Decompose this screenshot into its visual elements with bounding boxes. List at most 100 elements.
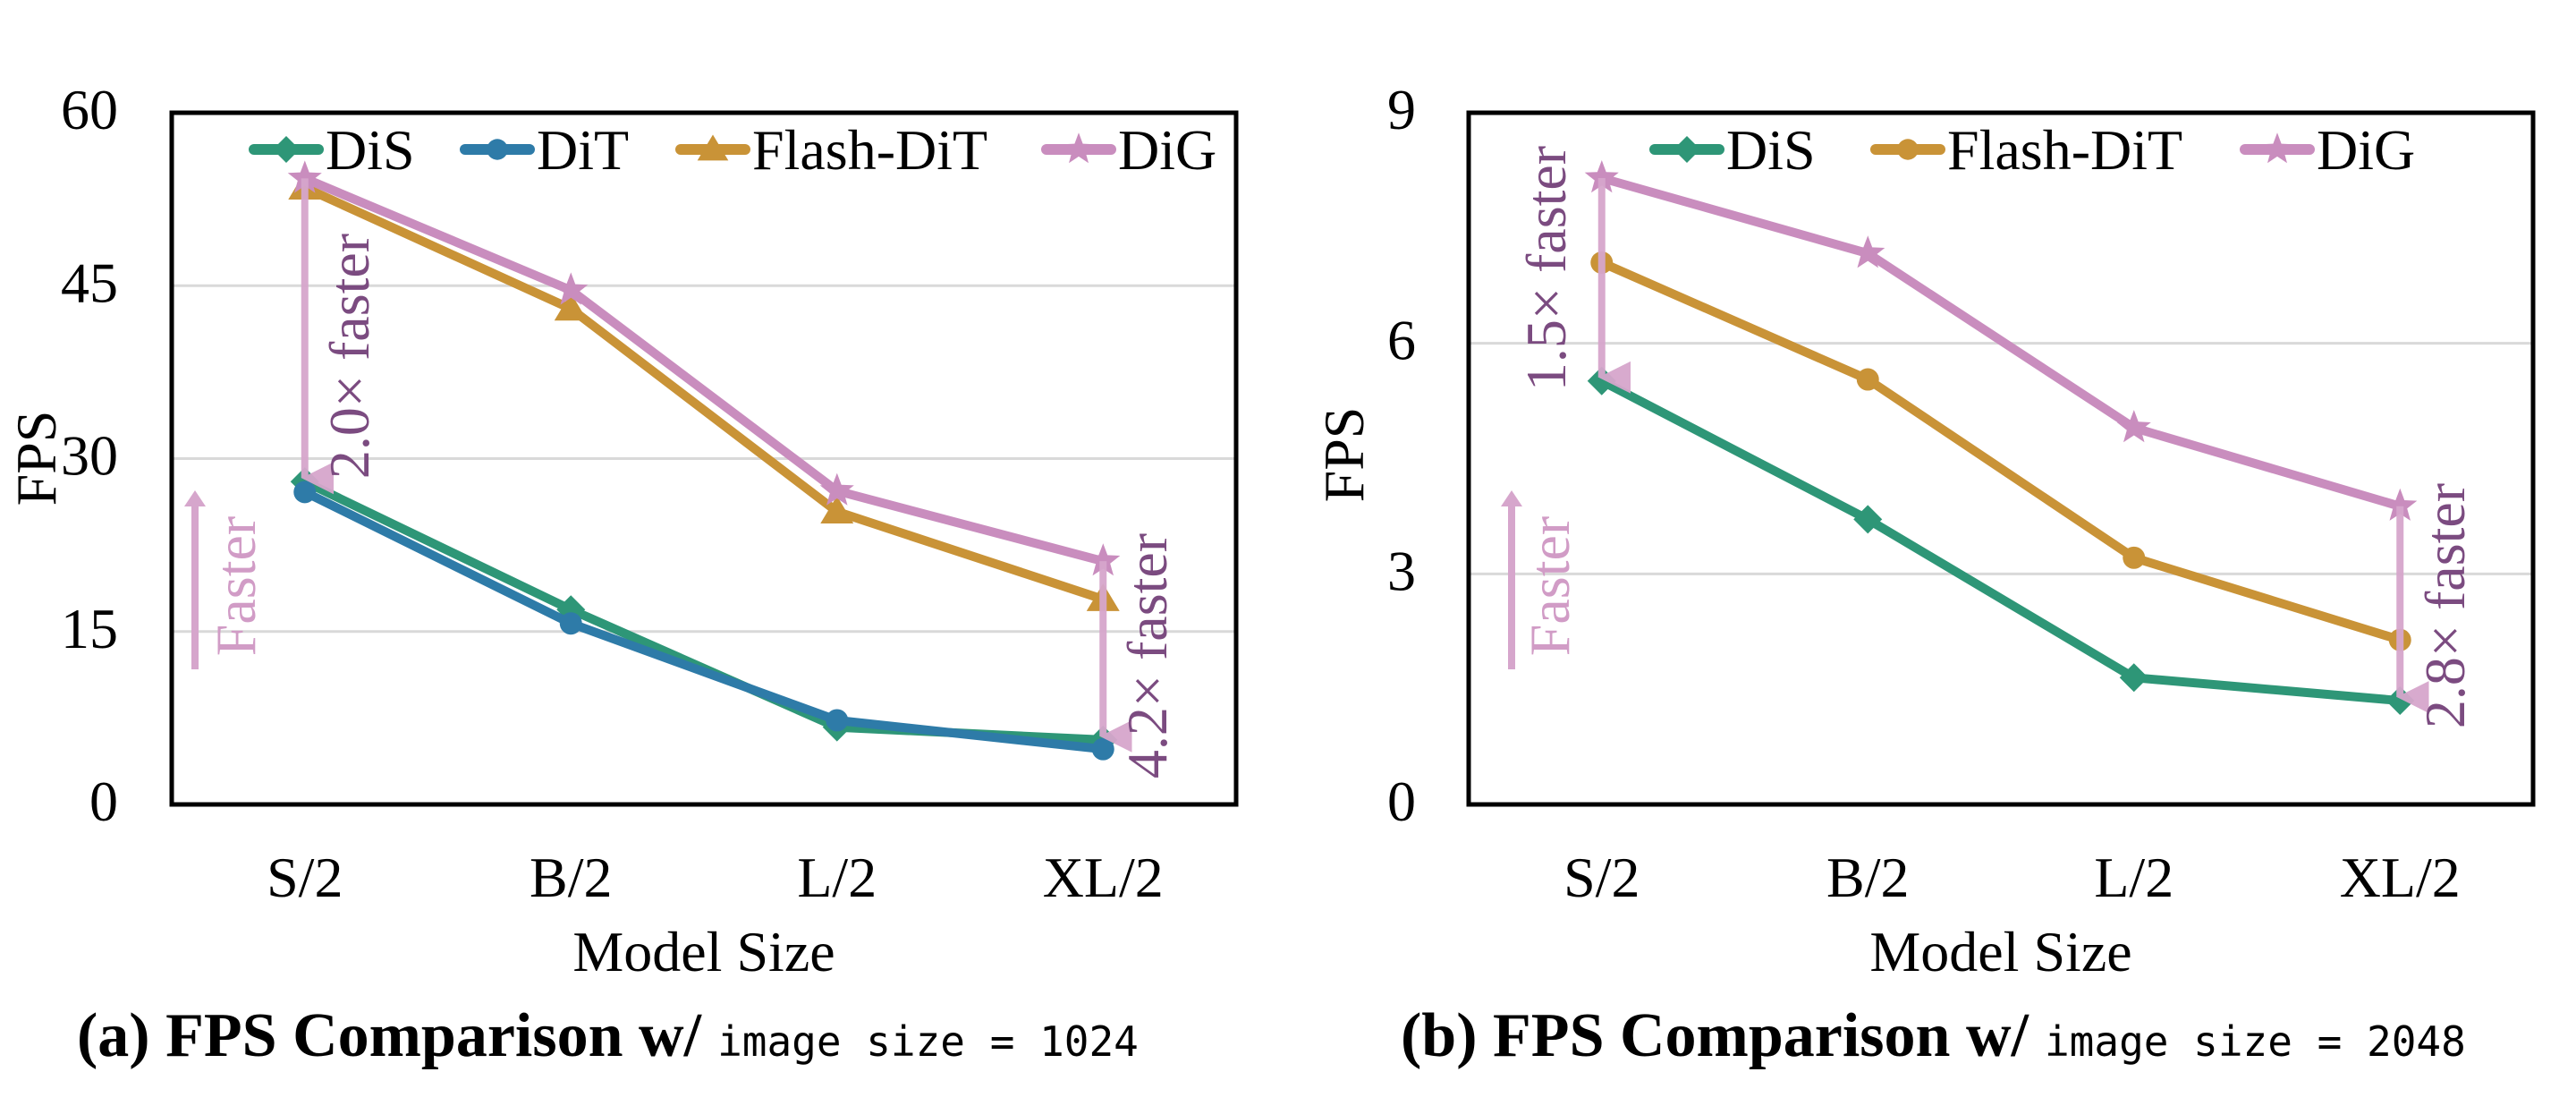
x-axis-title-b: Model Size bbox=[1869, 920, 2131, 983]
series-layer-b bbox=[1584, 160, 2418, 716]
legend-label: DiS bbox=[326, 118, 415, 182]
faster-label-b: Faster bbox=[1518, 516, 1581, 656]
speedup-annotation: 1.5× faster bbox=[1514, 146, 1631, 394]
legend-label: DiS bbox=[1726, 118, 1816, 182]
legend-marker-triangle-icon bbox=[697, 134, 729, 161]
data-point-dis-b-2 bbox=[1853, 505, 1883, 534]
faster-indicator-b: Faster bbox=[1501, 490, 1581, 669]
data-point-dig-s-2 bbox=[287, 160, 322, 193]
plot-frame-b bbox=[1466, 110, 2536, 807]
caption-b-mono: image size = 2048 bbox=[2045, 1017, 2466, 1066]
series-dis bbox=[290, 467, 1118, 754]
annotations-a: 2.0× faster 4.2× faster bbox=[301, 178, 1179, 778]
legend-label: Flash-DiT bbox=[1947, 118, 2182, 182]
series-dig bbox=[287, 160, 1121, 576]
legend-item-dit: DiT bbox=[460, 118, 629, 182]
faster-label-a: Faster bbox=[204, 516, 267, 656]
data-point-dit-b-2 bbox=[559, 612, 582, 635]
series-dit bbox=[293, 481, 1114, 761]
x-tick-label: S/2 bbox=[267, 846, 343, 909]
faster-arrowhead-a bbox=[184, 490, 206, 506]
legend-item-flash-dit: Flash-DiT bbox=[675, 118, 987, 182]
x-tick-label: S/2 bbox=[1563, 846, 1640, 909]
legend-item-dig: DiG bbox=[2240, 118, 2415, 182]
series-dis bbox=[1587, 366, 2415, 716]
caption-b: (b) FPS Comparison w/ image size = 2048 bbox=[1401, 1001, 2466, 1070]
caption-a-mono: image size = 1024 bbox=[717, 1017, 1139, 1066]
legend-label: DiG bbox=[2317, 118, 2415, 182]
caption-b-title: (b) FPS Comparison w/ bbox=[1401, 1001, 2030, 1070]
x-tick-label: XL/2 bbox=[1043, 846, 1164, 909]
y-axis-title-b: FPS bbox=[1312, 407, 1376, 503]
caption-a-title: (a) FPS Comparison w/ bbox=[77, 1001, 703, 1070]
data-point-dit-xl-2 bbox=[1091, 737, 1114, 761]
faster-indicator-a: Faster bbox=[184, 490, 267, 669]
series-dig bbox=[1584, 160, 2418, 521]
y-tick-label: 0 bbox=[1387, 770, 1416, 833]
legend-marker-star-icon bbox=[1063, 132, 1095, 164]
y-tick-label: 9 bbox=[1387, 78, 1416, 141]
series-layer-a bbox=[287, 160, 1121, 761]
caption-a: (a) FPS Comparison w/ image size = 1024 bbox=[77, 1001, 1139, 1070]
data-point-dig-l-2 bbox=[819, 472, 854, 506]
data-point-dig-s-2 bbox=[1584, 160, 1619, 193]
data-point-dig-b-2 bbox=[554, 272, 589, 305]
data-point-dig-xl-2 bbox=[2383, 488, 2418, 521]
speedup-label: 4.2× faster bbox=[1115, 533, 1179, 778]
series-line-dig bbox=[1600, 174, 2402, 511]
y-tick-label: 45 bbox=[61, 251, 118, 314]
data-point-dig-l-2 bbox=[2116, 410, 2151, 443]
plot-frame-a bbox=[169, 110, 1239, 807]
data-point-dit-l-2 bbox=[826, 709, 849, 732]
series-line-dig bbox=[302, 174, 1105, 566]
series-line-flash-dit bbox=[302, 183, 1105, 604]
speedup-annotation: 2.0× faster bbox=[301, 178, 381, 495]
y-tick-label: 60 bbox=[61, 78, 118, 141]
y-axis-title-a: FPS bbox=[4, 411, 68, 506]
annotations-b: 1.5× faster 2.8× faster bbox=[1514, 146, 2477, 728]
speedup-annotation: 2.8× faster bbox=[2396, 483, 2477, 728]
speedup-label: 2.8× faster bbox=[2413, 483, 2477, 728]
gridlines-a bbox=[172, 284, 1236, 634]
data-point-flash-dit-l-2 bbox=[2123, 546, 2146, 569]
faster-arrowhead-b bbox=[1501, 490, 1522, 506]
x-tick-label: B/2 bbox=[1826, 846, 1909, 909]
speedup-label: 2.0× faster bbox=[318, 234, 381, 479]
legend-item-flash-dit: Flash-DiT bbox=[1870, 118, 2182, 182]
legend-marker-diamond-icon bbox=[273, 136, 300, 163]
series-line-flash-dit bbox=[1599, 258, 2402, 644]
legend-label: Flash-DiT bbox=[752, 118, 987, 182]
x-tick-label: B/2 bbox=[530, 846, 612, 909]
series-line-dit bbox=[302, 488, 1104, 754]
y-tick-label: 6 bbox=[1387, 309, 1416, 372]
x-axis-title-a: Model Size bbox=[572, 920, 835, 983]
y-tick-label: 30 bbox=[61, 424, 118, 488]
data-point-dit-s-2 bbox=[293, 481, 317, 504]
y-tick-label: 3 bbox=[1387, 539, 1416, 602]
x-tick-label: XL/2 bbox=[2340, 846, 2461, 909]
legend-marker-circle-icon bbox=[1897, 139, 1919, 160]
data-point-dig-b-2 bbox=[1851, 235, 1885, 268]
series-line-dis bbox=[302, 477, 1104, 744]
legend-a: DiS DiT Flash-DiT DiG bbox=[249, 118, 1216, 182]
x-ticks-a: S/2 B/2 L/2 XL/2 bbox=[267, 846, 1164, 909]
y-tick-label: 0 bbox=[89, 770, 118, 833]
legend-item-dis: DiS bbox=[249, 118, 415, 182]
data-point-dig-xl-2 bbox=[1086, 543, 1121, 576]
data-point-dis-l-2 bbox=[2119, 663, 2148, 693]
legend-item-dis: DiS bbox=[1649, 118, 1816, 182]
panel-a: 2.0× faster 4.2× faster 0 15 30 45 60 S/2 B/2 L… bbox=[4, 78, 1239, 1070]
legend-b: DiS Flash-DiT DiG bbox=[1649, 118, 2415, 182]
y-ticks-a: 0 15 30 45 60 bbox=[61, 78, 118, 833]
legend-marker-diamond-icon bbox=[1674, 136, 1700, 163]
data-point-flash-dit-b-2 bbox=[1856, 368, 1879, 391]
panel-b: 1.5× faster 2.8× faster 0 3 6 9 S/2 B/2 L/2 XL/… bbox=[1312, 78, 2536, 1070]
y-tick-label: 15 bbox=[61, 597, 118, 660]
speedup-label: 1.5× faster bbox=[1514, 146, 1578, 391]
x-tick-label: L/2 bbox=[797, 846, 877, 909]
gridlines-b bbox=[1469, 342, 2533, 575]
x-ticks-b: S/2 B/2 L/2 XL/2 bbox=[1563, 846, 2461, 909]
series-flash-dit bbox=[1590, 251, 2411, 651]
legend-label: DiT bbox=[537, 118, 629, 182]
